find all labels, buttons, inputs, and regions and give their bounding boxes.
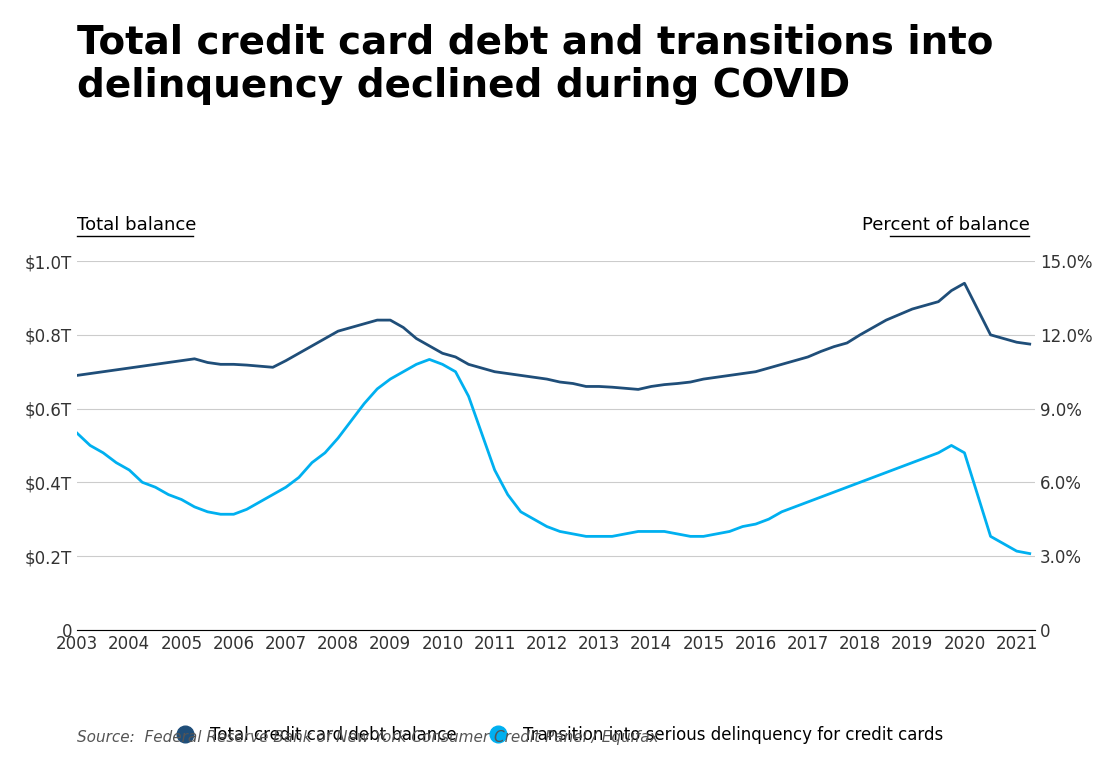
Text: Source:  Federal Reserve Bank of New York Consumer Credit Panel / Equifax: Source: Federal Reserve Bank of New York… xyxy=(77,730,658,745)
Text: Total credit card debt and transitions into
delinquency declined during COVID: Total credit card debt and transitions i… xyxy=(77,23,993,105)
Text: Total balance: Total balance xyxy=(77,217,196,234)
Legend: Total credit card debt balance, Transition into serious delinquency for credit c: Total credit card debt balance, Transiti… xyxy=(162,719,950,750)
Text: Percent of balance: Percent of balance xyxy=(862,217,1029,234)
